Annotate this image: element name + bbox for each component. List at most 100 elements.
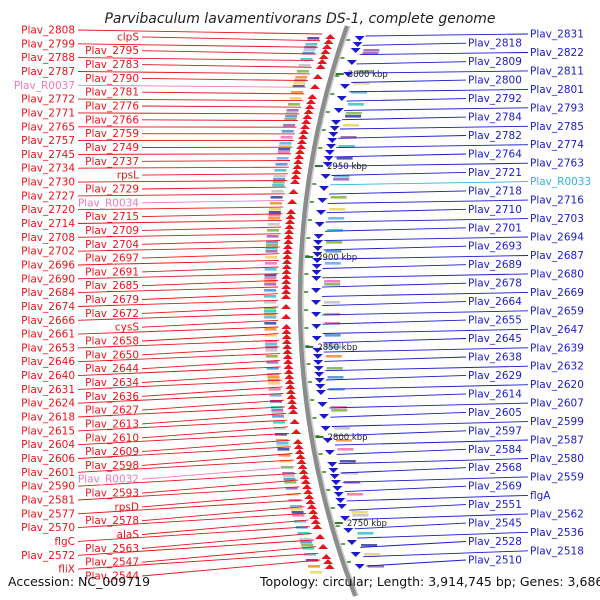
left-gene-label: Plav_2749 bbox=[85, 142, 139, 154]
left-leader-line bbox=[77, 273, 279, 280]
feature-band-right bbox=[325, 343, 342, 346]
left-leader-line bbox=[141, 546, 317, 563]
feature-band-left bbox=[272, 184, 285, 187]
right-leader-line bbox=[327, 199, 529, 204]
feature-band-left bbox=[265, 250, 278, 253]
left-leader-line bbox=[141, 36, 321, 42]
reverse-gene-arrow bbox=[315, 64, 326, 69]
feature-band-left bbox=[268, 217, 281, 220]
feature-band-left bbox=[291, 91, 304, 94]
forward-gene-arrow bbox=[314, 372, 325, 377]
forward-gene-arrow bbox=[340, 516, 350, 521]
feature-band-left bbox=[271, 412, 284, 415]
forward-gene-arrow bbox=[326, 144, 336, 149]
right-gene-label: Plav_2721 bbox=[468, 167, 522, 179]
right-gene-label: Plav_2811 bbox=[530, 65, 584, 77]
left-leader-line bbox=[141, 200, 285, 204]
feature-band-left bbox=[281, 130, 294, 133]
left-gene-label: Plav_2745 bbox=[21, 149, 75, 161]
reverse-gene-arrow bbox=[287, 399, 297, 404]
reverse-gene-arrow bbox=[293, 444, 304, 449]
accession-text: Accession: NC_009719 bbox=[8, 574, 150, 589]
right-leader-line bbox=[340, 467, 467, 474]
forward-gene-arrow bbox=[312, 252, 323, 257]
reverse-gene-arrow bbox=[325, 34, 336, 39]
left-leader-line bbox=[141, 506, 305, 522]
right-gene-label: Plav_2597 bbox=[468, 425, 522, 437]
right-gene-label: Plav_2664 bbox=[468, 296, 522, 308]
left-gene-label: Plav_2598 bbox=[85, 460, 139, 472]
left-leader-line bbox=[77, 84, 307, 88]
reverse-gene-arrow bbox=[281, 284, 292, 289]
right-gene-label: Plav_2800 bbox=[468, 75, 522, 87]
left-gene-label: Plav_2790 bbox=[85, 73, 139, 85]
right-gene-label: Plav_R0033 bbox=[530, 176, 591, 188]
feature-band-left bbox=[276, 445, 289, 448]
right-leader-line bbox=[349, 504, 467, 511]
right-gene-label: Plav_2703 bbox=[530, 213, 584, 225]
feature-band-left bbox=[277, 151, 290, 154]
feature-band-left bbox=[280, 136, 293, 139]
reverse-gene-arrow bbox=[305, 499, 316, 504]
left-leader-line bbox=[77, 366, 281, 377]
reverse-gene-arrow bbox=[309, 514, 320, 519]
right-gene-label: Plav_2605 bbox=[468, 407, 522, 419]
left-gene-label: Plav_2563 bbox=[85, 543, 139, 555]
right-gene-label: Plav_2632 bbox=[530, 361, 584, 373]
left-leader-line bbox=[141, 186, 286, 190]
reverse-gene-arrow bbox=[301, 119, 312, 124]
left-leader-line bbox=[77, 339, 280, 349]
right-leader-line bbox=[324, 236, 529, 242]
right-gene-label: Plav_2774 bbox=[530, 139, 584, 151]
reverse-gene-arrow bbox=[290, 179, 300, 184]
left-leader-line bbox=[77, 43, 318, 48]
right-leader-line bbox=[338, 458, 529, 465]
feature-band-right bbox=[351, 91, 368, 94]
reverse-gene-arrow bbox=[283, 239, 294, 244]
reverse-gene-arrow bbox=[284, 379, 295, 384]
feature-band-right bbox=[364, 553, 380, 556]
forward-gene-arrow bbox=[336, 504, 347, 509]
left-gene-label: Plav_2593 bbox=[85, 488, 139, 500]
feature-band-right bbox=[347, 493, 363, 496]
forward-gene-arrow bbox=[311, 312, 322, 317]
reverse-gene-arrow bbox=[284, 229, 295, 234]
feature-band-left bbox=[269, 394, 282, 397]
feature-band-left bbox=[283, 124, 296, 127]
left-gene-label: Plav_2799 bbox=[21, 38, 75, 50]
feature-band-left bbox=[291, 511, 304, 514]
right-leader-line bbox=[329, 402, 529, 409]
feature-band-right bbox=[326, 241, 343, 244]
feature-band-left bbox=[264, 322, 277, 325]
right-gene-label: Plav_2793 bbox=[530, 102, 584, 114]
reverse-gene-arrow bbox=[283, 364, 294, 369]
right-leader-line bbox=[362, 42, 467, 46]
forward-gene-arrow bbox=[313, 240, 324, 245]
feature-band-left bbox=[271, 409, 284, 412]
reverse-gene-arrow bbox=[283, 359, 294, 364]
feature-band-right bbox=[324, 334, 341, 337]
right-leader-line bbox=[331, 421, 529, 427]
left-gene-label: Plav_2610 bbox=[85, 432, 139, 444]
forward-gene-arrow bbox=[312, 258, 323, 263]
left-leader-line bbox=[77, 246, 280, 252]
left-leader-line bbox=[77, 166, 289, 169]
right-gene-label: Plav_2599 bbox=[530, 416, 584, 428]
left-leader-line bbox=[141, 532, 312, 549]
right-gene-label: Plav_2510 bbox=[468, 555, 522, 567]
right-gene-labels: Plav_2831 Plav_2818 Plav_2822 Plav_2809 Plav… bbox=[468, 29, 591, 567]
left-leader-line bbox=[77, 313, 279, 321]
feature-band-right bbox=[331, 409, 348, 412]
left-leader-lines bbox=[77, 29, 323, 577]
feature-band-left bbox=[285, 115, 298, 118]
left-leader-line bbox=[141, 279, 279, 287]
feature-band-right bbox=[356, 70, 373, 73]
right-leader-line bbox=[360, 541, 467, 548]
forward-gene-arrow bbox=[311, 264, 322, 269]
feature-band-left bbox=[264, 277, 277, 280]
reverse-gene-arrow bbox=[303, 489, 314, 494]
left-leader-line bbox=[141, 239, 281, 245]
feature-band-right bbox=[357, 532, 374, 535]
feature-band-left bbox=[266, 361, 279, 364]
left-gene-label: Plav_2631 bbox=[21, 384, 75, 396]
